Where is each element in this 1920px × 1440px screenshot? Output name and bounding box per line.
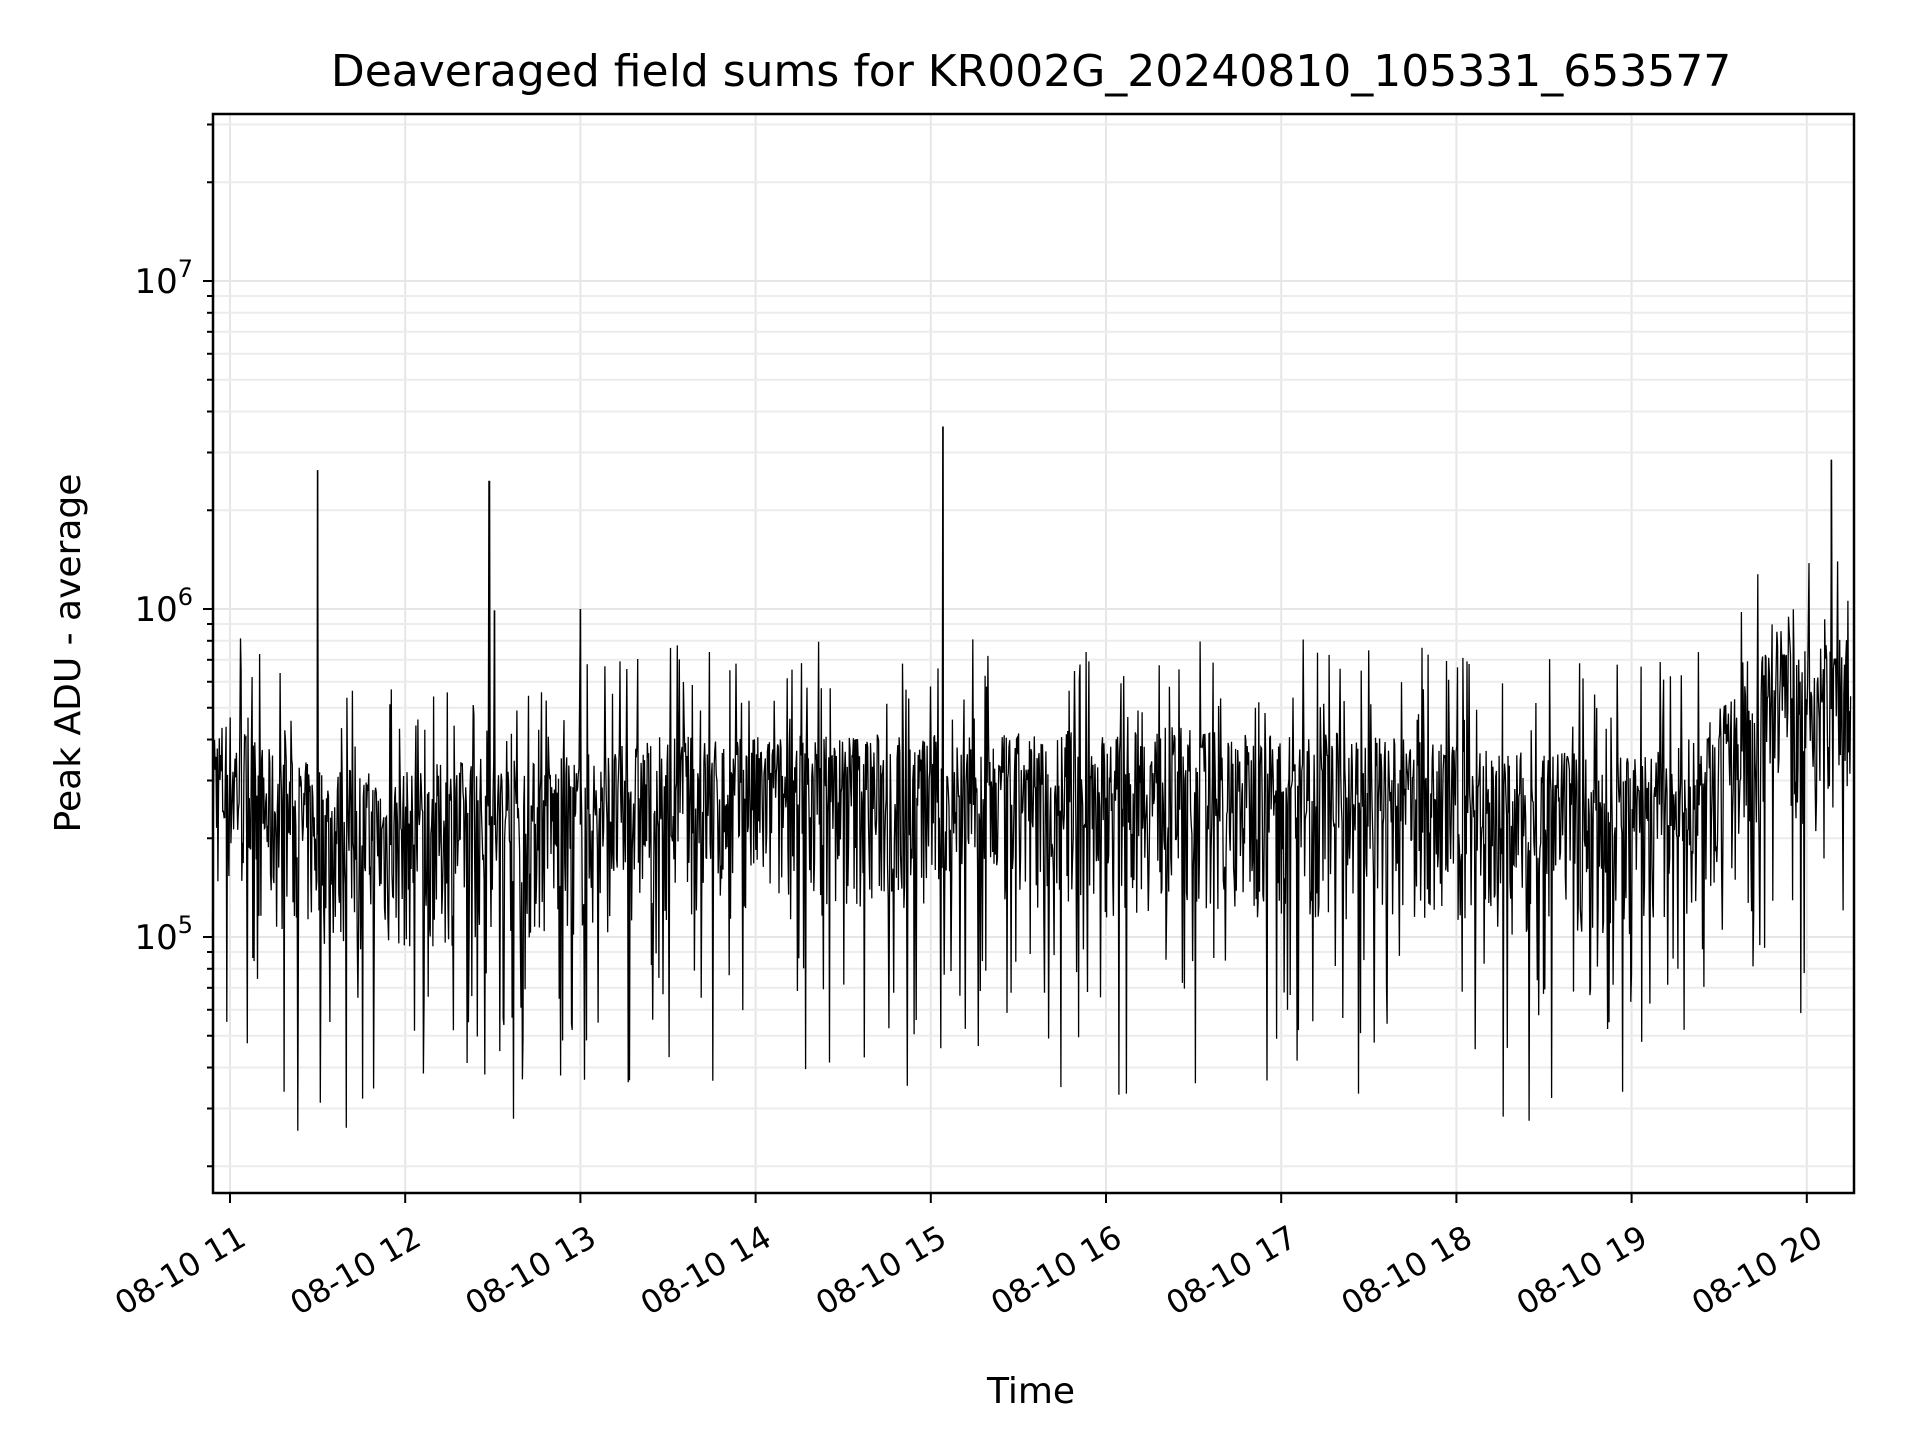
y-tick-label: 105 xyxy=(134,911,193,958)
data-layer xyxy=(211,426,1852,1131)
plot-frame xyxy=(211,112,1856,1195)
y-tick-label: 106 xyxy=(134,583,193,630)
chart-title: Deaveraged field sums for KR002G_2024081… xyxy=(331,46,1731,97)
y-axis-label: Peak ADU - average xyxy=(48,474,89,833)
x-axis-label: Time xyxy=(986,1371,1075,1412)
series-line xyxy=(211,426,1852,1131)
y-tick-label: 107 xyxy=(134,255,193,302)
